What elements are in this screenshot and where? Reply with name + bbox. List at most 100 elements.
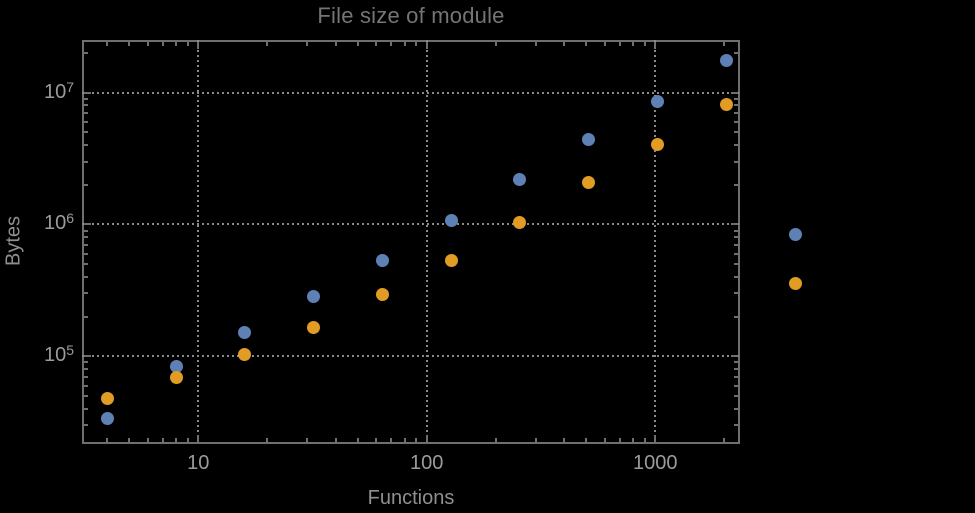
x-minor-tick [632,438,635,442]
gridline-y-1e5 [82,355,740,358]
y-minor-tick [84,131,88,134]
gridline-x-1000 [654,40,657,444]
data-point-orange-x512 [582,175,596,189]
data-point-blue-x256 [513,173,527,187]
y-minor-tick [84,263,88,266]
x-minor-tick [494,438,497,442]
gridline-y-1e7 [82,91,740,94]
y-minor-tick [734,131,738,134]
x-minor-tick [390,42,393,46]
y-minor-tick [734,111,738,114]
x-minor-tick [266,438,268,442]
y-major-tick [731,223,738,226]
x-major-tick [425,435,428,442]
y-minor-tick [734,315,738,318]
data-point-orange-x8 [169,371,183,385]
y-minor-tick [84,51,88,54]
y-tick-label-1e7: 107 [0,79,74,106]
data-point-blue-x512 [582,133,596,147]
x-minor-tick [390,438,393,442]
y-minor-tick [734,236,738,239]
x-major-tick [654,42,657,49]
y-minor-tick [734,407,738,410]
y-minor-tick [84,368,88,371]
y-tick-exponent: 7 [66,78,74,95]
y-minor-tick [734,384,738,387]
x-tick-label-100: 100 [410,452,444,474]
x-minor-tick [585,438,588,442]
y-minor-tick [84,120,88,123]
x-minor-tick [334,42,337,46]
x-major-tick [425,42,428,49]
y-minor-tick [84,183,88,186]
x-minor-tick [403,438,406,442]
y-minor-tick [734,263,738,266]
plot-frame [82,40,740,444]
gridline-y-1e6 [82,223,740,226]
y-minor-tick [734,120,738,123]
y-tick-mantissa: 10 [43,80,67,103]
y-minor-tick [734,368,738,371]
data-point-blue-x1024 [651,94,665,108]
y-minor-tick [84,315,88,318]
x-minor-tick [618,42,621,46]
data-point-orange-x4 [100,392,114,405]
y-minor-tick [84,361,88,364]
x-minor-tick [161,42,164,46]
x-tick-label-1000: 1000 [632,452,678,474]
y-minor-tick [734,97,738,100]
x-minor-tick [494,42,497,46]
y-minor-tick [84,97,88,100]
data-point-blue-x4096 [788,227,802,241]
x-minor-tick [375,42,378,46]
x-major-tick [197,435,200,442]
data-point-orange-x32 [307,320,321,334]
data-point-blue-x128 [444,214,458,228]
y-minor-tick [734,144,738,147]
y-minor-tick [84,375,88,378]
x-minor-tick [632,42,635,46]
y-minor-tick [734,395,738,398]
x-minor-tick [128,42,131,46]
x-minor-tick [266,42,268,46]
gridline-x-10 [197,40,200,444]
x-minor-tick [534,42,537,46]
x-minor-tick [643,42,646,46]
x-minor-tick [306,42,309,46]
y-minor-tick [84,407,88,410]
y-minor-tick [734,361,738,364]
x-minor-tick [334,438,337,442]
y-minor-tick [734,243,738,246]
data-point-orange-x64 [375,288,389,302]
data-point-orange-x1024 [651,137,665,151]
gridline-x-100 [425,40,428,444]
data-point-blue-x4 [100,411,114,425]
x-minor-tick [146,42,149,46]
data-point-orange-x4096 [788,276,802,290]
y-minor-tick [84,111,88,114]
y-minor-tick [84,384,88,387]
data-point-orange-x128 [444,254,458,268]
y-minor-tick [84,144,88,147]
y-tick-exponent: 6 [66,210,74,227]
data-point-blue-x16 [238,325,252,339]
y-minor-tick [84,229,88,232]
x-minor-tick [563,42,566,46]
x-minor-tick [106,438,109,442]
x-minor-tick [186,438,189,442]
x-major-tick [197,42,200,49]
y-minor-tick [734,160,738,163]
x-minor-tick [106,42,109,46]
x-minor-tick [306,438,309,442]
y-minor-tick [84,236,88,239]
y-minor-tick [84,275,88,278]
y-minor-tick [734,183,738,186]
y-major-tick [84,91,91,94]
y-minor-tick [734,292,738,295]
x-minor-tick [722,438,725,442]
y-tick-label-1e6: 106 [0,210,74,237]
y-major-tick [731,91,738,94]
x-minor-tick [186,42,189,46]
x-minor-tick [356,42,359,46]
